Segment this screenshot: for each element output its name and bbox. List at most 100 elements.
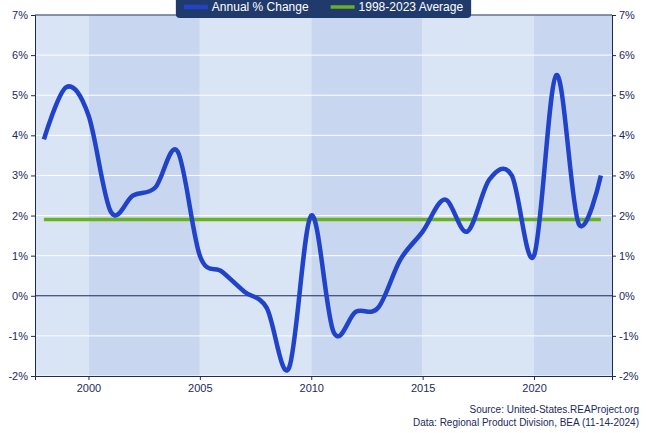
tick: 0% <box>12 290 35 302</box>
zero-line <box>35 295 612 296</box>
axis-line <box>31 16 36 377</box>
plot-band <box>311 15 422 376</box>
tick: -1% <box>612 330 639 342</box>
chart-svg: -2% -1% 0% 1% 2% 3% 4% 5% 6% 7% -2% -1% 0% 1% 2% 3% 4% 5%… <box>0 0 647 433</box>
tick-mark <box>612 256 616 257</box>
tick: 6% <box>12 49 35 61</box>
tick-mark <box>31 296 35 297</box>
tick-label: 1% <box>12 250 28 262</box>
source-note: Data: Regional Product Division, BEA (11… <box>413 417 639 428</box>
tick-mark <box>612 175 616 176</box>
tick-mark <box>88 376 89 380</box>
grid-line <box>35 175 612 176</box>
tick-label: 6% <box>12 49 28 61</box>
tick-label: 1% <box>619 250 635 262</box>
tick: 4% <box>612 129 635 141</box>
tick-mark <box>31 15 35 16</box>
plot-band <box>35 15 88 376</box>
y-axis-right: -2% -1% 0% 1% 2% 3% 4% 5% 6% 7% <box>612 9 639 382</box>
plot-background <box>35 15 612 376</box>
plot-area <box>44 75 601 370</box>
tick-mark <box>200 376 201 380</box>
tick: 2015 <box>411 376 435 394</box>
grid <box>35 15 612 376</box>
tick-label: 7% <box>619 9 635 21</box>
tick-label: -1% <box>8 330 28 342</box>
grid-line <box>35 335 612 336</box>
tick: 2010 <box>300 376 324 394</box>
tick-label: 3% <box>12 169 28 181</box>
tick-label: 2% <box>619 210 635 222</box>
series-line <box>44 218 601 222</box>
axis-line <box>613 16 617 377</box>
tick-mark <box>31 256 35 257</box>
tick: 3% <box>12 169 35 181</box>
legend-swatch <box>184 5 208 10</box>
tick: 7% <box>612 9 635 21</box>
source-note: Source: United-States.REAProject.org <box>469 404 639 415</box>
tick-label: 2015 <box>411 382 435 394</box>
grid-line <box>35 255 612 256</box>
tick-mark <box>31 95 35 96</box>
tick-label: 2% <box>12 210 28 222</box>
tick-mark <box>311 376 312 380</box>
grid-line <box>35 95 612 96</box>
tick-label: 2020 <box>522 382 546 394</box>
tick: 7% <box>12 9 35 21</box>
tick-mark <box>612 55 616 56</box>
grid-line <box>35 215 612 216</box>
grid-line <box>35 135 612 136</box>
tick-label: -1% <box>619 330 639 342</box>
tick-label: 0% <box>619 290 635 302</box>
tick-mark <box>31 216 35 217</box>
tick-mark <box>31 336 35 337</box>
tick: 5% <box>612 89 635 101</box>
tick-label: 2010 <box>300 382 324 394</box>
tick: 2005 <box>188 376 212 394</box>
tick: 5% <box>12 89 35 101</box>
tick-mark <box>31 135 35 136</box>
tick: 2% <box>612 210 635 222</box>
y-axis-left: -2% -1% 0% 1% 2% 3% 4% 5% 6% 7% <box>8 9 35 382</box>
legend-label: Annual % Change <box>212 0 309 14</box>
legend-item: Annual % Change <box>184 0 309 14</box>
tick-mark <box>612 296 616 297</box>
tick: 1% <box>612 250 635 262</box>
tick-label: 2000 <box>77 382 101 394</box>
tick: 3% <box>612 169 635 181</box>
tick: -1% <box>8 330 35 342</box>
tick-label: 4% <box>12 129 28 141</box>
axis-line <box>36 377 613 381</box>
chart-container: -2% -1% 0% 1% 2% 3% 4% 5% 6% 7% -2% -1% 0% 1% 2% 3% 4% 5%… <box>0 0 647 433</box>
tick: 2020 <box>522 376 546 394</box>
legend-item: 1998-2023 Average <box>331 0 464 14</box>
tick-label: 4% <box>619 129 635 141</box>
series-line <box>44 75 601 370</box>
tick-mark <box>31 175 35 176</box>
legend-label: 1998-2023 Average <box>359 0 464 14</box>
tick: 2000 <box>77 376 101 394</box>
tick-mark <box>423 376 424 380</box>
tick-label: 6% <box>619 49 635 61</box>
tick-mark <box>612 135 616 136</box>
x-axis: 2000 2005 2010 2015 2020 <box>36 376 613 394</box>
tick-mark <box>612 336 616 337</box>
tick-label: 2005 <box>188 382 212 394</box>
tick-mark <box>31 55 35 56</box>
tick: 4% <box>12 129 35 141</box>
tick: 6% <box>612 49 635 61</box>
tick-label: -2% <box>8 370 28 382</box>
tick-label: 5% <box>12 89 28 101</box>
tick-mark <box>612 216 616 217</box>
tick-label: -2% <box>619 370 639 382</box>
tick-mark <box>31 376 35 377</box>
tick-label: 0% <box>12 290 28 302</box>
legend: Annual % Change 1998-2023 Average <box>176 0 471 18</box>
tick-mark <box>612 95 616 96</box>
tick-label: 5% <box>619 89 635 101</box>
tick-label: 3% <box>619 169 635 181</box>
legend-background <box>176 0 471 18</box>
tick: 0% <box>612 290 635 302</box>
tick: -2% <box>8 370 35 382</box>
tick: -2% <box>612 370 639 382</box>
